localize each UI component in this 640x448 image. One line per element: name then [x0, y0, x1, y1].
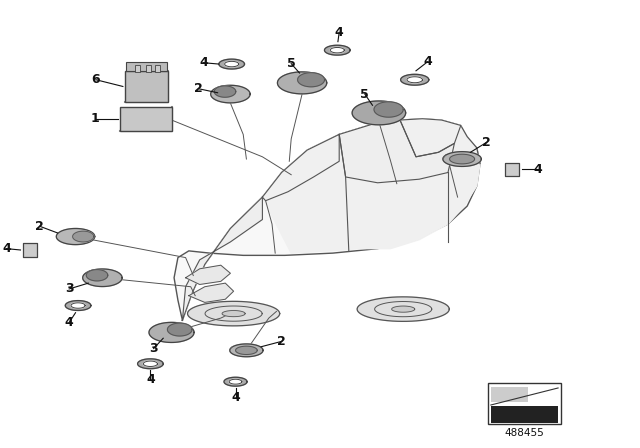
Polygon shape [174, 137, 480, 320]
Polygon shape [189, 283, 234, 302]
Text: 488455: 488455 [504, 428, 545, 438]
Text: 1: 1 [90, 112, 99, 125]
Polygon shape [392, 306, 415, 312]
Bar [126, 62, 167, 71]
Polygon shape [186, 265, 230, 284]
Polygon shape [278, 72, 326, 94]
Text: 3: 3 [149, 342, 158, 355]
Polygon shape [450, 154, 474, 164]
Text: 2: 2 [194, 82, 203, 95]
Polygon shape [138, 359, 163, 369]
Polygon shape [339, 120, 454, 183]
Bar [23, 243, 37, 257]
Text: 4: 4 [2, 242, 11, 255]
Text: 5: 5 [360, 87, 369, 101]
Polygon shape [324, 45, 350, 55]
Polygon shape [374, 102, 403, 117]
Polygon shape [149, 323, 194, 342]
Text: 4: 4 [533, 163, 542, 176]
Polygon shape [222, 310, 245, 317]
Polygon shape [71, 303, 85, 308]
Polygon shape [230, 344, 263, 357]
Polygon shape [262, 119, 480, 253]
Polygon shape [298, 73, 324, 87]
Bar [491, 406, 558, 423]
Polygon shape [224, 377, 247, 386]
Polygon shape [262, 134, 339, 201]
Polygon shape [73, 231, 94, 242]
Bar [146, 65, 151, 72]
Text: 5: 5 [287, 57, 296, 70]
Polygon shape [86, 270, 108, 281]
Polygon shape [56, 228, 95, 245]
Text: 4: 4 [423, 55, 432, 69]
Polygon shape [83, 269, 122, 287]
Text: 4: 4 [231, 391, 240, 405]
Polygon shape [168, 323, 192, 336]
Text: 4: 4 [335, 26, 344, 39]
Polygon shape [357, 297, 449, 321]
Polygon shape [214, 86, 236, 97]
Polygon shape [219, 59, 244, 69]
Polygon shape [330, 47, 344, 53]
Polygon shape [400, 119, 461, 157]
Bar [125, 71, 168, 102]
Bar [120, 107, 172, 131]
Polygon shape [188, 302, 280, 326]
Text: 2: 2 [482, 136, 491, 149]
Polygon shape [443, 152, 481, 166]
Bar [491, 387, 528, 402]
Bar [488, 383, 561, 424]
Polygon shape [229, 379, 242, 384]
Bar [135, 65, 140, 72]
Text: 4: 4 [146, 373, 155, 387]
Polygon shape [143, 361, 157, 366]
Polygon shape [401, 74, 429, 85]
Polygon shape [182, 197, 262, 320]
Bar [505, 163, 519, 176]
Text: 6: 6 [92, 73, 100, 86]
Polygon shape [65, 301, 91, 310]
Polygon shape [352, 101, 406, 125]
Text: 3: 3 [65, 282, 74, 296]
Text: 4: 4 [65, 316, 74, 329]
Polygon shape [225, 61, 239, 67]
Bar [155, 65, 160, 72]
Text: 2: 2 [35, 220, 44, 233]
Text: 4: 4 [199, 56, 208, 69]
Polygon shape [407, 77, 422, 83]
Polygon shape [236, 346, 257, 354]
Text: 2: 2 [277, 335, 286, 348]
Polygon shape [211, 85, 250, 103]
